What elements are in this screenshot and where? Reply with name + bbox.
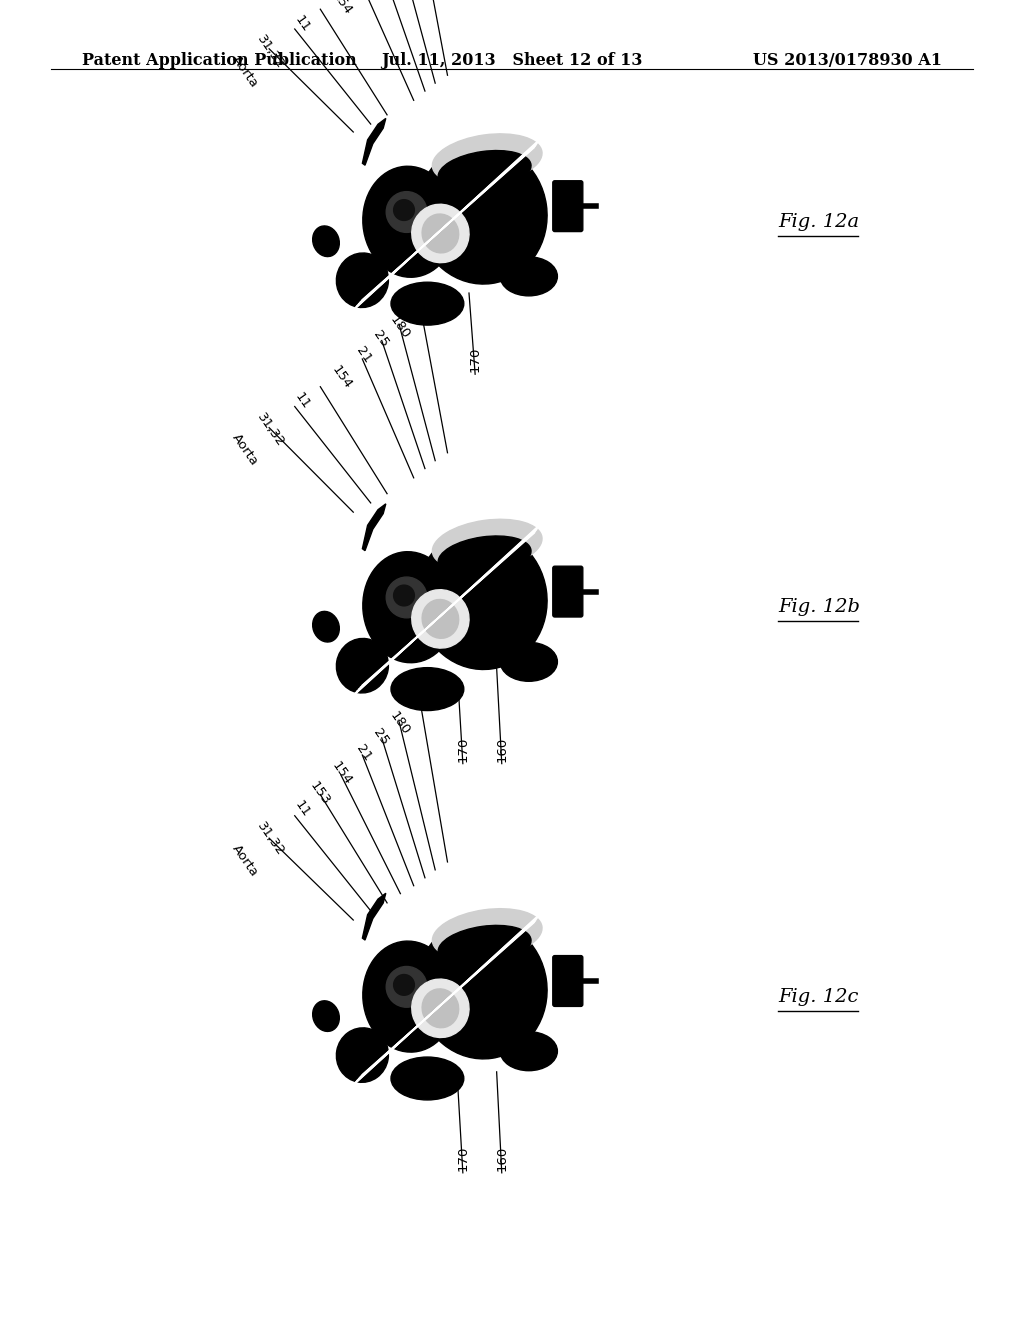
Text: 154: 154 [329,363,354,391]
Text: 160: 160 [496,1146,508,1171]
Text: 180: 180 [387,313,413,341]
Text: 154: 154 [329,0,354,17]
Ellipse shape [417,919,547,1059]
Polygon shape [362,119,386,165]
Ellipse shape [393,585,415,606]
Ellipse shape [422,989,459,1028]
Text: Aorta: Aorta [230,53,261,90]
Ellipse shape [336,639,388,693]
Ellipse shape [391,282,464,325]
Ellipse shape [500,1032,557,1071]
Ellipse shape [393,974,415,995]
Text: Fig. 12b: Fig. 12b [778,598,860,616]
Text: Aorta: Aorta [230,842,261,879]
Ellipse shape [336,253,388,308]
Ellipse shape [432,908,542,960]
Text: 170: 170 [457,737,469,762]
Polygon shape [362,504,386,550]
Ellipse shape [362,941,456,1052]
Ellipse shape [386,191,427,232]
Ellipse shape [432,519,542,570]
Ellipse shape [432,133,542,185]
Text: Aorta: Aorta [230,432,261,469]
Text: 154: 154 [329,759,354,787]
Ellipse shape [422,599,459,639]
Text: Fig. 12c: Fig. 12c [778,987,858,1006]
Ellipse shape [393,199,415,220]
Text: Jul. 11, 2013   Sheet 12 of 13: Jul. 11, 2013 Sheet 12 of 13 [381,51,643,69]
Text: US 2013/0178930 A1: US 2013/0178930 A1 [753,51,942,69]
Text: 25: 25 [371,726,391,747]
Text: 25: 25 [371,329,391,350]
Text: 170: 170 [469,347,481,372]
Ellipse shape [422,214,459,253]
Text: 160: 160 [496,737,508,762]
Ellipse shape [438,536,531,577]
Ellipse shape [500,643,557,681]
Text: 31,32: 31,32 [254,820,287,858]
Text: 21: 21 [353,742,374,763]
Text: 180: 180 [387,709,413,737]
Text: 11: 11 [292,799,312,820]
Text: 21: 21 [353,345,374,366]
Ellipse shape [336,1028,388,1082]
Ellipse shape [391,668,464,710]
Text: 153: 153 [307,779,333,807]
Ellipse shape [438,150,531,191]
Ellipse shape [312,611,339,642]
Ellipse shape [417,144,547,284]
Text: 170: 170 [457,1146,469,1171]
Text: 11: 11 [292,391,312,412]
Text: Patent Application Publication: Patent Application Publication [82,51,356,69]
Text: Fig. 12a: Fig. 12a [778,213,859,231]
Ellipse shape [412,205,469,263]
FancyBboxPatch shape [553,956,583,1006]
Ellipse shape [391,1057,464,1100]
Ellipse shape [312,226,339,256]
Text: 31,32: 31,32 [254,33,287,71]
Ellipse shape [500,257,557,296]
Ellipse shape [412,590,469,648]
FancyBboxPatch shape [553,566,583,616]
Ellipse shape [438,925,531,966]
Ellipse shape [386,577,427,618]
Ellipse shape [362,552,456,663]
Polygon shape [362,894,386,940]
Ellipse shape [412,979,469,1038]
Ellipse shape [362,166,456,277]
Ellipse shape [417,529,547,669]
Ellipse shape [312,1001,339,1031]
Ellipse shape [386,966,427,1007]
Text: 31,32: 31,32 [254,411,287,449]
Text: 11: 11 [292,13,312,34]
FancyBboxPatch shape [553,181,583,231]
